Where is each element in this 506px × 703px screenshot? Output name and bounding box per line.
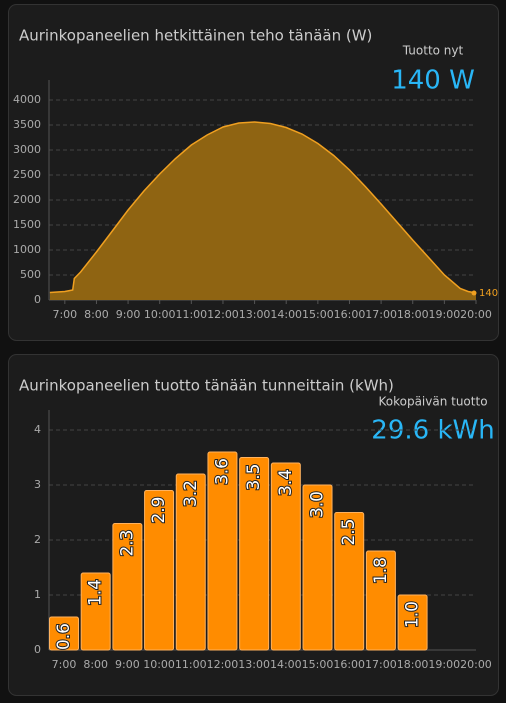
bar-value-label: 3.0 xyxy=(308,491,328,518)
bar xyxy=(302,484,333,651)
x-tick-label: 18:00 xyxy=(397,308,429,321)
stat-value: 29.6 kWh xyxy=(371,416,494,446)
x-tick-label: 17:00 xyxy=(365,658,397,671)
x-tick-label: 7:00 xyxy=(52,308,77,321)
y-tick-label: 1500 xyxy=(13,218,41,231)
y-tick-label: 500 xyxy=(20,268,41,281)
y-tick-label: 2000 xyxy=(13,193,41,206)
y-tick-label: 2 xyxy=(34,533,41,546)
x-tick-label: 8:00 xyxy=(84,308,109,321)
x-tick-label: 17:00 xyxy=(365,308,397,321)
stat-label: Kokopäivän tuotto xyxy=(378,395,487,409)
stat-label: Tuotto nyt xyxy=(402,44,464,58)
x-tick-label: 20:00 xyxy=(460,658,492,671)
card-title: Aurinkopaneelien hetkittäinen teho tänää… xyxy=(19,27,372,45)
x-tick-label: 12:00 xyxy=(207,308,239,321)
y-tick-label: 1000 xyxy=(13,243,41,256)
y-tick-label: 3000 xyxy=(13,143,41,156)
x-tick-label: 15:00 xyxy=(302,658,334,671)
y-tick-label: 3500 xyxy=(13,118,41,131)
bar-value-label: 1.8 xyxy=(371,557,391,584)
y-tick-label: 3 xyxy=(34,478,41,491)
bar xyxy=(334,512,365,651)
x-tick-label: 14:00 xyxy=(270,308,302,321)
x-tick-label: 7:00 xyxy=(52,658,77,671)
y-tick-label: 1 xyxy=(34,588,41,601)
bar-value-label: 3.4 xyxy=(276,469,296,496)
bar xyxy=(49,616,79,651)
y-tick-label: 2500 xyxy=(13,168,41,181)
x-tick-label: 20:00 xyxy=(460,308,492,321)
bar-value-label: 3.6 xyxy=(212,458,232,485)
x-tick-label: 16:00 xyxy=(334,308,366,321)
bar xyxy=(112,523,143,651)
x-tick-label: 16:00 xyxy=(333,658,365,671)
y-tick-label: 4000 xyxy=(13,93,41,106)
x-tick-label: 14:00 xyxy=(270,658,302,671)
bar xyxy=(175,473,206,651)
x-tick-label: 11:00 xyxy=(175,308,207,321)
bar-value-label: 2.5 xyxy=(339,519,359,546)
x-tick-label: 19:00 xyxy=(428,658,460,671)
x-tick-label: 8:00 xyxy=(83,658,108,671)
x-tick-label: 18:00 xyxy=(397,658,429,671)
bar-value-label: 2.9 xyxy=(149,497,169,524)
x-tick-label: 19:00 xyxy=(429,308,461,321)
bar xyxy=(80,572,111,651)
bar-value-label: 1.0 xyxy=(403,601,423,628)
bar-value-label: 0.6 xyxy=(54,623,74,650)
x-tick-label: 15:00 xyxy=(302,308,334,321)
y-tick-label: 0 xyxy=(34,643,41,656)
x-tick-label: 13:00 xyxy=(239,308,271,321)
bar xyxy=(270,462,301,651)
bar xyxy=(144,490,175,651)
y-tick-label: 0 xyxy=(34,293,41,306)
bar-value-label: 3.2 xyxy=(181,480,201,507)
area xyxy=(49,122,477,300)
x-tick-label: 12:00 xyxy=(207,658,239,671)
x-tick-label: 9:00 xyxy=(115,658,140,671)
bar xyxy=(207,451,238,651)
bar-value-label: 1.4 xyxy=(86,579,106,606)
bar xyxy=(365,550,396,651)
y-tick-label: 4 xyxy=(34,423,41,436)
x-tick-label: 10:00 xyxy=(143,658,175,671)
x-tick-label: 10:00 xyxy=(144,308,176,321)
last-point xyxy=(471,290,477,296)
line xyxy=(49,121,477,294)
x-tick-label: 13:00 xyxy=(238,658,270,671)
bar xyxy=(239,457,270,651)
bar xyxy=(397,594,428,651)
card-title: Aurinkopaneelien tuotto tänään tunneitta… xyxy=(19,377,394,395)
stat-value: 140 W xyxy=(391,66,475,96)
bar-value-label: 2.3 xyxy=(117,530,137,557)
x-tick-label: 11:00 xyxy=(175,658,207,671)
x-tick-label: 9:00 xyxy=(116,308,141,321)
last-value-label: 140 xyxy=(479,288,498,299)
bar-value-label: 3.5 xyxy=(244,464,264,491)
